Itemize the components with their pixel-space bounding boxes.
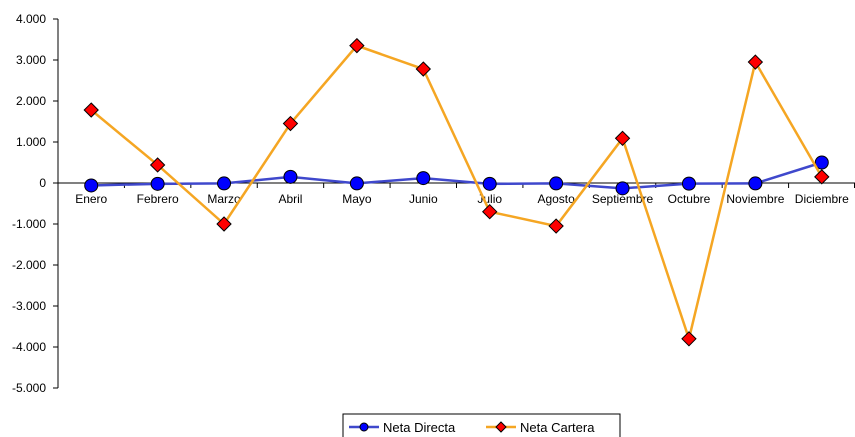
x-tick-label: Octubre xyxy=(668,192,711,206)
legend-label: Neta Cartera xyxy=(520,420,595,435)
data-point xyxy=(483,205,497,219)
y-tick-label: 1.000 xyxy=(16,135,46,149)
y-tick-label: 4.000 xyxy=(16,12,46,26)
y-tick-label: -3.000 xyxy=(12,299,46,313)
data-point xyxy=(151,177,164,190)
y-tick-label: -2.000 xyxy=(12,258,46,272)
data-point xyxy=(416,62,430,76)
data-point xyxy=(749,177,762,190)
data-point xyxy=(218,177,231,190)
x-tick-label: Febrero xyxy=(137,192,179,206)
x-tick-label: Junio xyxy=(409,192,438,206)
data-point xyxy=(815,170,829,184)
y-tick-label: -1.000 xyxy=(12,217,46,231)
data-point xyxy=(360,423,368,431)
legend-label: Neta Directa xyxy=(383,420,456,435)
data-point xyxy=(417,172,430,185)
data-point xyxy=(682,332,696,346)
data-point xyxy=(682,177,695,190)
y-tick-label: -4.000 xyxy=(12,340,46,354)
x-tick-label: Mayo xyxy=(342,192,372,206)
data-point xyxy=(483,177,496,190)
y-tick-label: -5.000 xyxy=(12,381,46,395)
data-point xyxy=(550,177,563,190)
series-layer xyxy=(84,39,829,346)
legend: Neta Directa Neta Cartera xyxy=(343,414,620,437)
data-point xyxy=(284,170,297,183)
series-group xyxy=(84,39,829,346)
series-group xyxy=(85,156,829,195)
x-tick-label: Agosto xyxy=(537,192,575,206)
x-tick-label: Diciembre xyxy=(795,192,849,206)
data-point xyxy=(616,182,629,195)
data-point xyxy=(85,179,98,192)
y-tick-label: 2.000 xyxy=(16,94,46,108)
axes: 4.000 3.000 2.000 1.000 0 -1.000 -2.000 -3.000 -… xyxy=(12,12,855,395)
data-point xyxy=(748,55,762,69)
y-tick-label: 3.000 xyxy=(16,53,46,67)
series-line xyxy=(91,46,822,339)
x-tick-label: Noviembre xyxy=(726,192,784,206)
x-tick-label: Abril xyxy=(278,192,302,206)
y-tick-label: 0 xyxy=(39,176,46,190)
x-tick-label: Enero xyxy=(75,192,107,206)
data-point xyxy=(350,177,363,190)
